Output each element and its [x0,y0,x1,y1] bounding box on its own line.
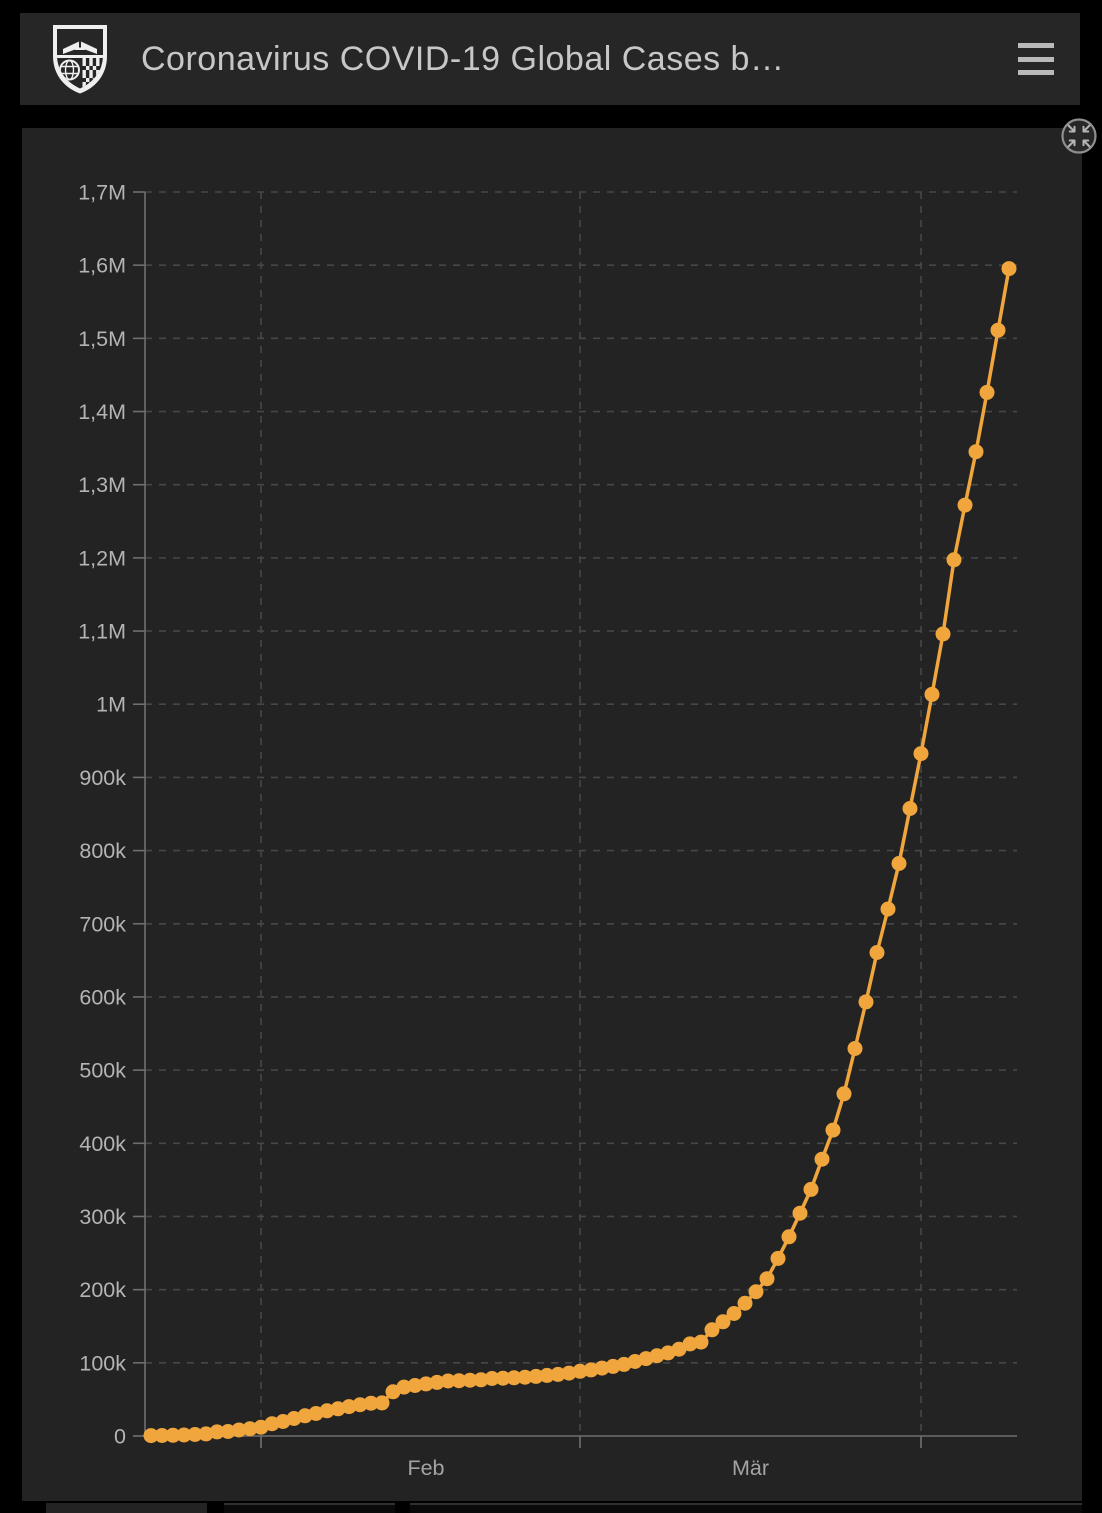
svg-text:700k: 700k [79,912,126,936]
svg-text:900k: 900k [79,766,126,790]
svg-text:1,6M: 1,6M [78,254,126,278]
svg-text:1,1M: 1,1M [78,620,126,644]
hamburger-bar [1018,56,1054,62]
svg-text:400k: 400k [79,1132,126,1156]
hamburger-menu-icon[interactable] [1018,43,1054,75]
chart-panel: 0 100k 200k 300k 400k 500k 600k 700k 800k 900k 1M 1… [22,128,1082,1501]
svg-text:500k: 500k [79,1059,126,1083]
svg-text:Feb: Feb [407,1456,444,1480]
svg-text:600k: 600k [79,985,126,1009]
svg-text:1,5M: 1,5M [78,327,126,351]
bottom-panel [46,1503,207,1513]
svg-text:100k: 100k [79,1351,126,1375]
svg-text:800k: 800k [79,839,126,863]
svg-text:300k: 300k [79,1205,126,1229]
svg-text:1,3M: 1,3M [78,473,126,497]
app-header: Coronavirus COVID-19 Global Cases b… [20,13,1080,105]
svg-text:1,4M: 1,4M [78,400,126,424]
hamburger-bar [1018,70,1054,75]
svg-text:1,7M: 1,7M [78,181,126,205]
jhu-shield-logo [50,22,110,96]
svg-text:1,2M: 1,2M [78,546,126,570]
bottom-panel [224,1503,395,1513]
svg-text:1M: 1M [96,693,126,717]
svg-text:0: 0 [114,1425,126,1449]
bottom-panel [410,1503,1082,1513]
collapse-arrows-icon [1061,118,1097,154]
jhu-shield-icon [53,25,107,94]
page-title: Coronavirus COVID-19 Global Cases b… [141,39,785,78]
cases-time-series-chart[interactable]: 0 100k 200k 300k 400k 500k 600k 700k 800k 900k 1M 1… [22,128,1082,1501]
hamburger-bar [1018,43,1054,48]
svg-text:Mär: Mär [732,1456,769,1480]
svg-text:200k: 200k [79,1278,126,1302]
collapse-panel-button[interactable] [1060,117,1098,155]
